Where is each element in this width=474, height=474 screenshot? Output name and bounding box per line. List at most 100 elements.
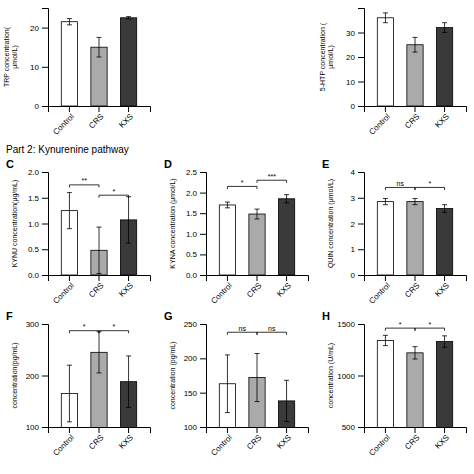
y-tick-label: 3 xyxy=(351,194,356,203)
error-bar xyxy=(413,199,418,205)
x-tick-mark xyxy=(69,106,70,112)
y-tick-label: 1500 xyxy=(337,320,355,329)
significance-label: ns xyxy=(239,325,247,332)
x-axis: ControlCRSKXS xyxy=(207,427,309,458)
error-bar-cap xyxy=(284,421,289,422)
significance-bracket xyxy=(227,332,257,335)
error-bar xyxy=(225,355,230,413)
y-tick: 1 xyxy=(351,245,364,254)
error-bar xyxy=(284,380,289,421)
y-tick-mark xyxy=(42,224,48,225)
error-bar xyxy=(383,13,388,23)
x-axis-line xyxy=(365,107,467,113)
x-tick-mark xyxy=(385,427,386,433)
error-bar-cap xyxy=(67,421,72,422)
error-bar-stem xyxy=(385,13,386,23)
y-tick: 500 xyxy=(342,423,364,432)
x-tick-label: Control xyxy=(209,433,234,458)
error-bar-cap xyxy=(413,198,418,199)
y-axis: 0.00.51.01.52.02.5 xyxy=(186,168,207,280)
error-bar-cap xyxy=(67,365,72,366)
y-tick-mark xyxy=(42,172,48,173)
error-bar-stem xyxy=(99,37,100,57)
plot-area xyxy=(377,13,452,106)
x-axis: ControlCRSKXS xyxy=(49,106,151,137)
panel-label: H xyxy=(322,310,330,322)
y-axis-title: concentration (pg/mL) xyxy=(169,341,177,409)
y-tick-mark xyxy=(200,427,206,428)
error-bar-cap xyxy=(67,24,72,25)
y-axis-title: KYNA concentration (μmol/L) xyxy=(169,178,177,268)
y-tick: 1.5 xyxy=(186,209,206,218)
error-bar xyxy=(97,332,102,373)
panel-label: E xyxy=(322,158,329,170)
x-axis-line xyxy=(207,276,309,282)
y-tick-mark xyxy=(42,376,48,377)
plot-area xyxy=(377,199,452,275)
y-axis-line xyxy=(358,325,365,428)
error-bar-stem xyxy=(286,195,287,203)
bar xyxy=(436,342,452,427)
bar xyxy=(407,202,423,275)
error-bar-stem xyxy=(257,209,258,219)
error-bar-cap xyxy=(383,335,388,336)
y-tick-label: 2.0 xyxy=(28,168,40,177)
x-tick-mark xyxy=(415,275,416,281)
x-tick-mark xyxy=(128,106,129,112)
error-bar xyxy=(442,23,447,33)
y-axis: 0.00.51.01.52.0 xyxy=(28,168,49,280)
y-axis-title: KYNU concentration(μg/mL) xyxy=(11,180,19,268)
error-bar-stem xyxy=(128,356,129,408)
y-axis: 100200300 xyxy=(26,320,49,432)
error-bar xyxy=(67,19,72,25)
x-tick: Control xyxy=(367,275,392,306)
x-tick-mark xyxy=(286,275,287,281)
y-tick-mark xyxy=(42,275,48,276)
x-tick-mark xyxy=(128,427,129,433)
error-bar-cap xyxy=(225,207,230,208)
x-tick-mark xyxy=(69,427,70,433)
y-tick-mark xyxy=(200,275,206,276)
error-bar-cap xyxy=(97,372,102,373)
error-bar-cap xyxy=(255,218,260,219)
significance-label: * xyxy=(83,323,86,330)
y-tick-mark xyxy=(200,358,206,359)
y-axis-line xyxy=(358,173,365,276)
error-bar xyxy=(97,227,102,273)
y-tick: 2.5 xyxy=(186,168,206,177)
x-tick-label: CRS xyxy=(245,281,263,299)
y-tick-mark xyxy=(200,213,206,214)
y-tick-mark xyxy=(42,249,48,250)
error-bar-cap xyxy=(97,227,102,228)
y-tick-mark xyxy=(358,224,364,225)
significance-bracket xyxy=(99,195,129,198)
y-tick: 3 xyxy=(351,194,364,203)
y-tick-mark xyxy=(358,249,364,250)
x-tick-mark xyxy=(128,275,129,281)
x-axis: ControlCRSKXS xyxy=(207,275,309,306)
error-bar-stem xyxy=(415,37,416,52)
x-tick-label: CRS xyxy=(87,281,105,299)
x-tick-mark xyxy=(69,275,70,281)
y-tick-label: 0 xyxy=(351,102,356,111)
significance-bracket xyxy=(257,332,287,335)
error-bar-cap xyxy=(255,209,260,210)
y-tick-label: 30 xyxy=(346,29,355,38)
error-bar-cap xyxy=(413,359,418,360)
y-tick: 2.0 xyxy=(186,189,206,198)
error-bar-cap xyxy=(97,57,102,58)
panel-label: F xyxy=(6,310,13,322)
x-tick: Control xyxy=(51,275,76,306)
x-tick: KXS xyxy=(117,427,135,451)
error-bar xyxy=(413,37,418,52)
error-bar-stem xyxy=(286,380,287,421)
y-tick: 250 xyxy=(184,320,206,329)
error-bar-cap xyxy=(442,22,447,23)
y-tick-mark xyxy=(200,234,206,235)
y-tick-mark xyxy=(200,172,206,173)
x-tick-label: Control xyxy=(51,112,76,137)
x-tick: KXS xyxy=(433,106,451,130)
section-label: Part 2: Kynurenine pathway xyxy=(6,144,129,155)
significance-bracket xyxy=(415,328,445,331)
x-axis: ControlCRSKXS xyxy=(49,275,151,306)
